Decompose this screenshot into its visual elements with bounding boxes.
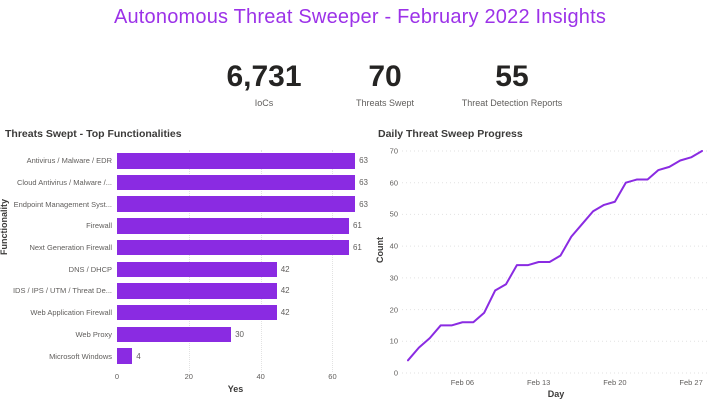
bar-value-label: 63 (359, 156, 368, 166)
bar-row: DNS / DHCP 42 (5, 258, 368, 280)
line-chart-daily-threat-sweep: Daily Threat Sweep Progress Count 0 10 20 3… (375, 125, 718, 400)
x-tick-label: Feb 06 (450, 378, 475, 387)
bar-category-label: IDS / IPS / UTM / Threat De... (12, 286, 112, 296)
bar-category-label: Microsoft Windows (49, 351, 112, 361)
bar-category-label: Antivirus / Malware / EDR (26, 156, 112, 166)
bar-track: 63 (117, 193, 368, 215)
bar-row: Web Proxy 30 (5, 324, 368, 346)
bar-value-label: 63 (359, 178, 368, 188)
page-title: Autonomous Threat Sweeper - February 202… (113, 6, 607, 28)
kpi-threat-detection-reports: 55 Threat Detection Reports (462, 60, 563, 108)
y-tick-label: 50 (389, 209, 398, 219)
y-tick-label: 40 (389, 241, 398, 251)
x-tick-label: Feb 13 (526, 378, 551, 387)
bar[interactable] (117, 239, 349, 256)
kpi-value: 70 (368, 60, 402, 93)
bar-value-label: 61 (352, 221, 362, 231)
kpi-label: Threats Swept (355, 98, 415, 108)
kpi-value: 6,731 (226, 60, 302, 93)
kpi-label: IoCs (254, 98, 274, 108)
bar[interactable] (117, 261, 277, 278)
x-tick-label: 60 (328, 372, 337, 381)
y-tick-label: 60 (389, 178, 398, 188)
bar-chart-title: Threats Swept - Top Functionalities (5, 128, 182, 140)
bar-category-label: Firewall (86, 221, 112, 231)
bar-track: 42 (117, 280, 368, 302)
y-tick-label: 0 (393, 368, 398, 378)
bar-category-label: Web Application Firewall (30, 308, 112, 318)
bar-category-label: DNS / DHCP (68, 264, 112, 274)
bar-value-label: 30 (235, 329, 244, 339)
x-tick-label: 40 (256, 372, 265, 381)
bar-track: 30 (117, 324, 368, 346)
bar-track: 61 (117, 237, 368, 259)
bar-category-label: Web Proxy (75, 329, 112, 339)
bar-track: 61 (117, 215, 368, 237)
bar[interactable] (117, 174, 356, 191)
bar-row: Next Generation Firewall 61 (5, 237, 368, 259)
kpi-value: 55 (495, 60, 529, 93)
bar-chart-x-axis-ticks: 0 20 40 60 (114, 372, 354, 382)
y-tick-label: 30 (389, 273, 398, 283)
line-chart-title: Daily Threat Sweep Progress (378, 128, 523, 140)
line-chart-x-axis-title: Day (547, 389, 565, 399)
bar-row: Endpoint Management Syst... 63 (5, 193, 368, 215)
bar[interactable] (117, 218, 349, 234)
bar[interactable] (117, 304, 277, 321)
bar-track: 4 (117, 345, 368, 367)
x-tick-label: Feb 27 (679, 378, 703, 387)
bar-category-label: Next Generation Firewall (29, 243, 112, 253)
y-tick-label: 10 (389, 336, 398, 346)
x-tick-label: 0 (114, 372, 120, 381)
bar-row: IDS / IPS / UTM / Threat De... 42 (5, 280, 368, 302)
bar[interactable] (117, 196, 356, 212)
bar-category-label: Cloud Antivirus / Malware /... (16, 178, 112, 188)
bar[interactable] (117, 153, 356, 169)
bar-row: Cloud Antivirus / Malware /... 63 (5, 172, 368, 194)
kpi-label: Threat Detection Reports (461, 98, 563, 108)
bar-track: 42 (117, 302, 368, 324)
bar-value-label: 61 (352, 243, 362, 253)
line-series-count[interactable] (407, 150, 703, 362)
bar-row: Firewall 61 (5, 215, 368, 237)
bar-row: Web Application Firewall 42 (5, 302, 368, 324)
bar-value-label: 42 (280, 308, 290, 318)
bar-track: 63 (117, 172, 368, 194)
kpi-iocs: 6,731 IoCs (226, 60, 301, 108)
bar-chart-plot-area: Antivirus / Malware / EDR 63 Cloud Antivir… (5, 150, 368, 367)
bar-row: Microsoft Windows 4 (5, 345, 368, 367)
x-tick-label: 20 (184, 372, 193, 381)
bar[interactable] (117, 283, 277, 299)
bar-row: Antivirus / Malware / EDR 63 (5, 150, 368, 172)
bar-track: 42 (117, 258, 368, 280)
bar[interactable] (117, 348, 133, 364)
bar[interactable] (117, 326, 232, 343)
bar-chart-x-axis-title: Yes (227, 384, 244, 394)
line-chart-plot-area[interactable] (402, 150, 710, 376)
bar-track: 63 (117, 150, 368, 172)
bar-value-label: 4 (136, 351, 141, 361)
x-tick-label: Feb 20 (603, 378, 627, 387)
bar-value-label: 63 (359, 199, 368, 209)
y-tick-label: 70 (389, 146, 398, 156)
y-tick-label: 20 (389, 305, 398, 315)
bar-value-label: 42 (280, 264, 290, 274)
bar-category-label: Endpoint Management Syst... (13, 199, 112, 209)
kpi-threats-swept: 70 Threats Swept (356, 60, 414, 108)
line-chart-x-axis-ticks: Feb 06 Feb 13 Feb 20 Feb 27 (402, 378, 710, 388)
bar-chart-threats-swept-functionalities: Threats Swept - Top Functionalities Func… (0, 125, 368, 400)
bar-value-label: 42 (280, 286, 290, 296)
line-chart-y-axis-ticks: 0 10 20 30 40 50 60 70 (378, 146, 398, 378)
